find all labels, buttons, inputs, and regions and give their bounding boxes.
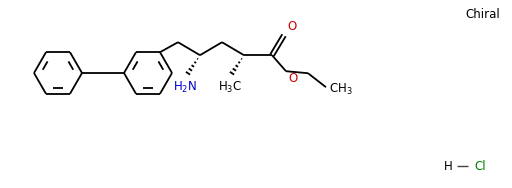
Text: O: O [287,20,296,33]
Text: CH$_3$: CH$_3$ [329,82,353,97]
Text: H$_2$N: H$_2$N [173,80,197,95]
Text: H: H [443,159,453,173]
Text: Chiral: Chiral [465,8,500,21]
Text: Cl: Cl [474,159,485,173]
Text: H$_3$C: H$_3$C [218,80,242,95]
Text: O: O [288,72,297,85]
